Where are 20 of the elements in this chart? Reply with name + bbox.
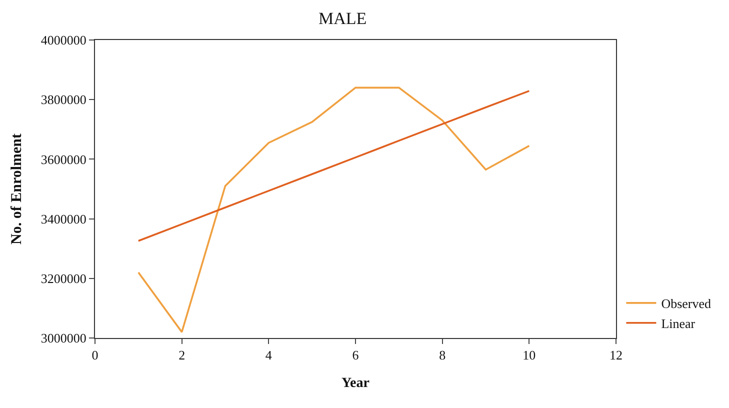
y-tick-label: 3400000: [40, 211, 86, 226]
x-axis-title: Year: [342, 376, 370, 391]
legend-label: Linear: [661, 316, 696, 331]
y-tick-label: 3800000: [40, 92, 86, 108]
x-tick-label: 10: [522, 348, 536, 363]
x-tick-label: 0: [92, 348, 98, 363]
y-tick-label: 3000000: [40, 330, 86, 346]
x-tick-label: 12: [610, 348, 622, 363]
x-tick-label: 4: [265, 348, 272, 363]
y-tick-label: 4000000: [40, 32, 86, 48]
line-series: [138, 90, 530, 242]
y-tick-label: 3200000: [40, 270, 86, 286]
y-tick-label: 3600000: [40, 152, 86, 167]
chart-title: MALE: [318, 9, 367, 28]
x-tick-label: 8: [439, 348, 446, 363]
x-tick-label: 6: [352, 348, 360, 363]
x-tick-label: 2: [178, 348, 186, 363]
y-axis-title: No. of Enrolment: [9, 134, 26, 244]
legend-label: Observed: [661, 296, 712, 312]
line-series: [138, 86, 530, 333]
